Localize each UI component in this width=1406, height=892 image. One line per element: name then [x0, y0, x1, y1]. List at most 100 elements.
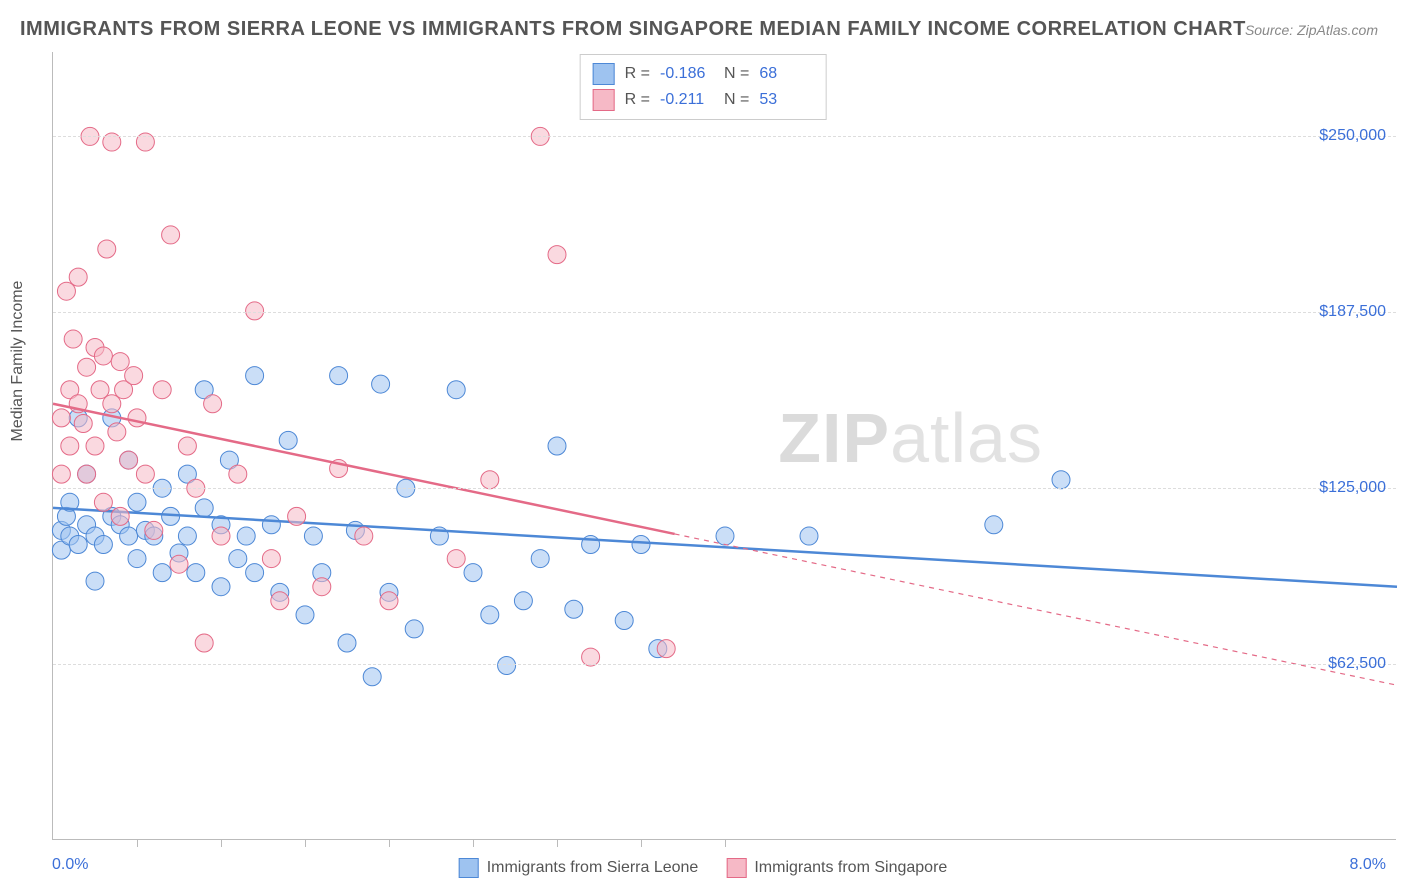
- series-legend: Immigrants from Sierra Leone Immigrants f…: [459, 858, 948, 878]
- data-point: [78, 358, 96, 376]
- data-point: [498, 657, 516, 675]
- data-point: [514, 592, 532, 610]
- legend-swatch: [726, 858, 746, 878]
- data-point: [69, 268, 87, 286]
- data-point: [531, 550, 549, 568]
- data-point: [262, 516, 280, 534]
- gridline: [53, 312, 1396, 313]
- data-point: [64, 330, 82, 348]
- gridline: [53, 488, 1396, 489]
- data-point: [178, 437, 196, 455]
- data-point: [363, 668, 381, 686]
- data-point: [296, 606, 314, 624]
- x-tick: [725, 839, 726, 847]
- data-point: [481, 606, 499, 624]
- stat-label: N =: [724, 91, 749, 109]
- gridline: [53, 664, 1396, 665]
- source-attribution: Source: ZipAtlas.com: [1245, 22, 1378, 38]
- data-point: [271, 592, 289, 610]
- x-tick: [221, 839, 222, 847]
- stat-label: N =: [724, 65, 749, 83]
- y-axis-title: Median Family Income: [9, 281, 27, 442]
- data-point: [615, 611, 633, 629]
- data-point: [237, 527, 255, 545]
- x-tick: [641, 839, 642, 847]
- data-point: [229, 550, 247, 568]
- data-point: [94, 493, 112, 511]
- data-point: [61, 437, 79, 455]
- data-point: [86, 437, 104, 455]
- correlation-stats-box: R = -0.186 N = 68R = -0.211 N = 53: [580, 54, 827, 120]
- legend-item: Immigrants from Sierra Leone: [459, 858, 699, 878]
- data-point: [1052, 471, 1070, 489]
- data-point: [128, 409, 146, 427]
- data-point: [246, 564, 264, 582]
- data-point: [288, 507, 306, 525]
- data-point: [657, 640, 675, 658]
- legend-label: Immigrants from Singapore: [754, 859, 947, 877]
- x-tick: [389, 839, 390, 847]
- data-point: [204, 395, 222, 413]
- trend-line-projection: [675, 534, 1397, 685]
- legend-swatch: [593, 63, 615, 85]
- data-point: [170, 555, 188, 573]
- legend-item: Immigrants from Singapore: [726, 858, 947, 878]
- data-point: [86, 572, 104, 590]
- data-point: [195, 634, 213, 652]
- legend-swatch: [593, 89, 615, 111]
- data-point: [212, 527, 230, 545]
- data-point: [279, 431, 297, 449]
- y-tick-label: $250,000: [1319, 127, 1386, 145]
- data-point: [128, 493, 146, 511]
- y-tick-label: $187,500: [1319, 303, 1386, 321]
- r-value: -0.211: [660, 91, 714, 109]
- data-point: [178, 527, 196, 545]
- data-point: [632, 536, 650, 554]
- data-point: [128, 550, 146, 568]
- data-point: [94, 536, 112, 554]
- stat-label: R =: [625, 65, 650, 83]
- data-point: [246, 302, 264, 320]
- data-point: [125, 367, 143, 385]
- data-point: [405, 620, 423, 638]
- data-point: [94, 347, 112, 365]
- data-point: [800, 527, 818, 545]
- data-point: [716, 527, 734, 545]
- data-point: [162, 226, 180, 244]
- data-point: [548, 437, 566, 455]
- data-point: [212, 578, 230, 596]
- data-point: [69, 536, 87, 554]
- data-point: [153, 381, 171, 399]
- data-point: [330, 367, 348, 385]
- data-point: [111, 353, 129, 371]
- scatter-plot-svg: [53, 52, 1396, 839]
- y-tick-label: $62,500: [1328, 655, 1386, 673]
- data-point: [52, 409, 70, 427]
- data-point: [229, 465, 247, 483]
- data-point: [481, 471, 499, 489]
- n-value: 53: [759, 91, 813, 109]
- legend-label: Immigrants from Sierra Leone: [487, 859, 699, 877]
- chart-plot-area: ZIPatlas $62,500$125,000$187,500$250,000: [52, 52, 1396, 840]
- data-point: [120, 527, 138, 545]
- data-point: [985, 516, 1003, 534]
- data-point: [355, 527, 373, 545]
- data-point: [111, 507, 129, 525]
- stats-row: R = -0.186 N = 68: [593, 61, 814, 87]
- r-value: -0.186: [660, 65, 714, 83]
- data-point: [304, 527, 322, 545]
- data-point: [153, 564, 171, 582]
- n-value: 68: [759, 65, 813, 83]
- stats-row: R =-0.211N =53: [593, 87, 814, 113]
- x-tick: [137, 839, 138, 847]
- data-point: [313, 578, 331, 596]
- data-point: [108, 423, 126, 441]
- data-point: [74, 414, 92, 432]
- data-point: [447, 550, 465, 568]
- y-tick-label: $125,000: [1319, 479, 1386, 497]
- data-point: [187, 564, 205, 582]
- data-point: [136, 465, 154, 483]
- data-point: [380, 592, 398, 610]
- data-point: [338, 634, 356, 652]
- data-point: [98, 240, 116, 258]
